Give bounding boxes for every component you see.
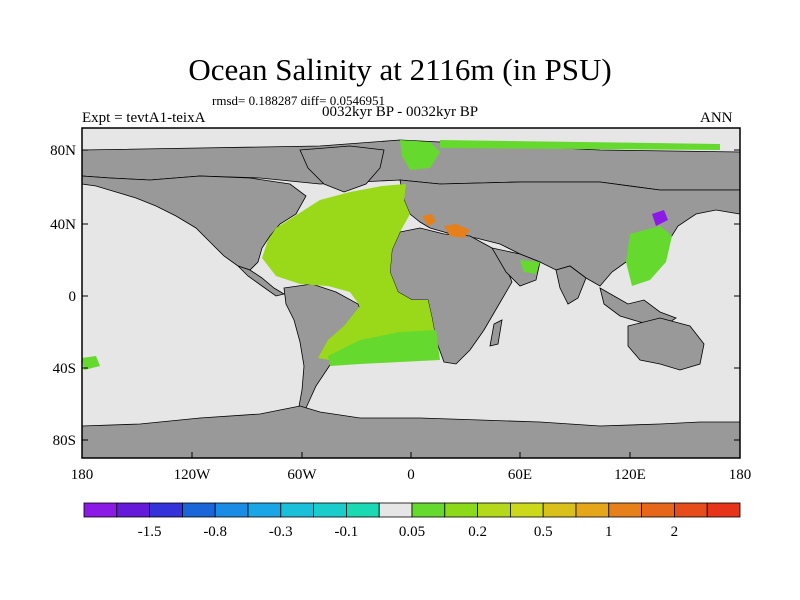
colorbar-swatch	[149, 502, 183, 518]
colorbar-swatch	[477, 502, 511, 518]
plot-title: Ocean Salinity at 2116m (in PSU)	[188, 52, 612, 87]
period-label: 0032kyr BP - 0032kyr BP	[322, 104, 479, 120]
colorbar-label-8: 1	[605, 524, 613, 540]
colorbar-swatch	[247, 502, 282, 518]
anomaly-south-atlantic	[328, 330, 440, 366]
anomaly-arctic-strip	[440, 140, 720, 150]
anomaly-japan-sea	[652, 210, 668, 226]
anomaly-pacific-south	[82, 356, 100, 370]
land-southeast-asia	[599, 287, 677, 327]
anomaly-indian	[520, 260, 540, 274]
season-label: ANN	[700, 110, 733, 126]
land-arabia	[491, 247, 541, 287]
colorbar-swatch	[280, 502, 314, 518]
colorbar-swatch	[608, 502, 642, 518]
land-central-america	[237, 265, 286, 297]
colorbar-swatch	[116, 502, 151, 518]
colorbar-swatch	[706, 502, 741, 518]
experiment-label: Expt = tevtA1-teixA	[82, 110, 206, 126]
colorbar-swatch	[509, 502, 544, 518]
lat-label-40n: 40N	[50, 217, 76, 233]
lon-ticks	[81, 452, 741, 458]
colorbar-swatch	[214, 502, 249, 518]
colorbar-label-6: 0.2	[468, 524, 487, 540]
colorbar-swatch	[313, 502, 347, 518]
colorbar-swatch	[641, 502, 675, 518]
lon-label-180w: 180	[71, 467, 94, 483]
anomaly-mediterranean-east	[444, 224, 470, 238]
lon-label-120w: 120W	[174, 467, 212, 483]
land-eurasia	[399, 179, 741, 287]
land-greenland	[299, 145, 385, 193]
land-india	[555, 265, 587, 305]
anomaly-atlantic	[262, 184, 436, 362]
colorbar-swatch	[345, 502, 380, 518]
colorbar-label-5: 0.05	[399, 524, 425, 540]
lat-ticks	[82, 149, 740, 441]
land-north-america	[81, 175, 307, 271]
lon-label-60e: 60E	[508, 467, 532, 483]
land-madagascar	[489, 319, 503, 347]
colorbar-label-1: -1.5	[138, 524, 162, 540]
colorbar-swatch	[444, 502, 478, 518]
colorbar-labels: -1.5 -0.8 -0.3 -0.1 0.05 0.2 0.5 1 2	[138, 524, 678, 540]
colorbar-label-7: 0.5	[534, 524, 553, 540]
stats-line: rmsd= 0.188287 diff= 0.0546951	[212, 93, 385, 108]
colorbar	[83, 502, 741, 518]
colorbar-swatch	[378, 502, 413, 518]
colorbar-label-4: -0.1	[335, 524, 359, 540]
colorbar-swatch	[411, 502, 446, 518]
colorbar-label-2: -0.8	[203, 524, 227, 540]
colorbar-swatch	[181, 502, 216, 518]
map-panel	[81, 128, 741, 459]
colorbar-swatch	[575, 502, 610, 518]
anomaly-mediterranean	[422, 214, 436, 226]
lat-label-80s: 80S	[53, 433, 76, 449]
lat-label-0: 0	[69, 289, 77, 305]
lon-label-0: 0	[407, 467, 415, 483]
lat-label-80n: 80N	[50, 143, 76, 159]
colorbar-swatch	[83, 502, 118, 518]
lon-label-60w: 60W	[287, 467, 317, 483]
lat-label-40s: 40S	[53, 361, 76, 377]
colorbar-swatch	[674, 502, 708, 518]
colorbar-label-3: -0.3	[269, 524, 293, 540]
lon-label-180e: 180	[729, 467, 752, 483]
anomaly-arctic	[400, 140, 440, 170]
colorbar-label-9: 2	[671, 524, 679, 540]
lon-label-120e: 120E	[614, 467, 646, 483]
colorbar-swatch	[542, 502, 577, 518]
anomaly-pacific-west	[626, 226, 672, 286]
land-australia	[627, 317, 705, 371]
